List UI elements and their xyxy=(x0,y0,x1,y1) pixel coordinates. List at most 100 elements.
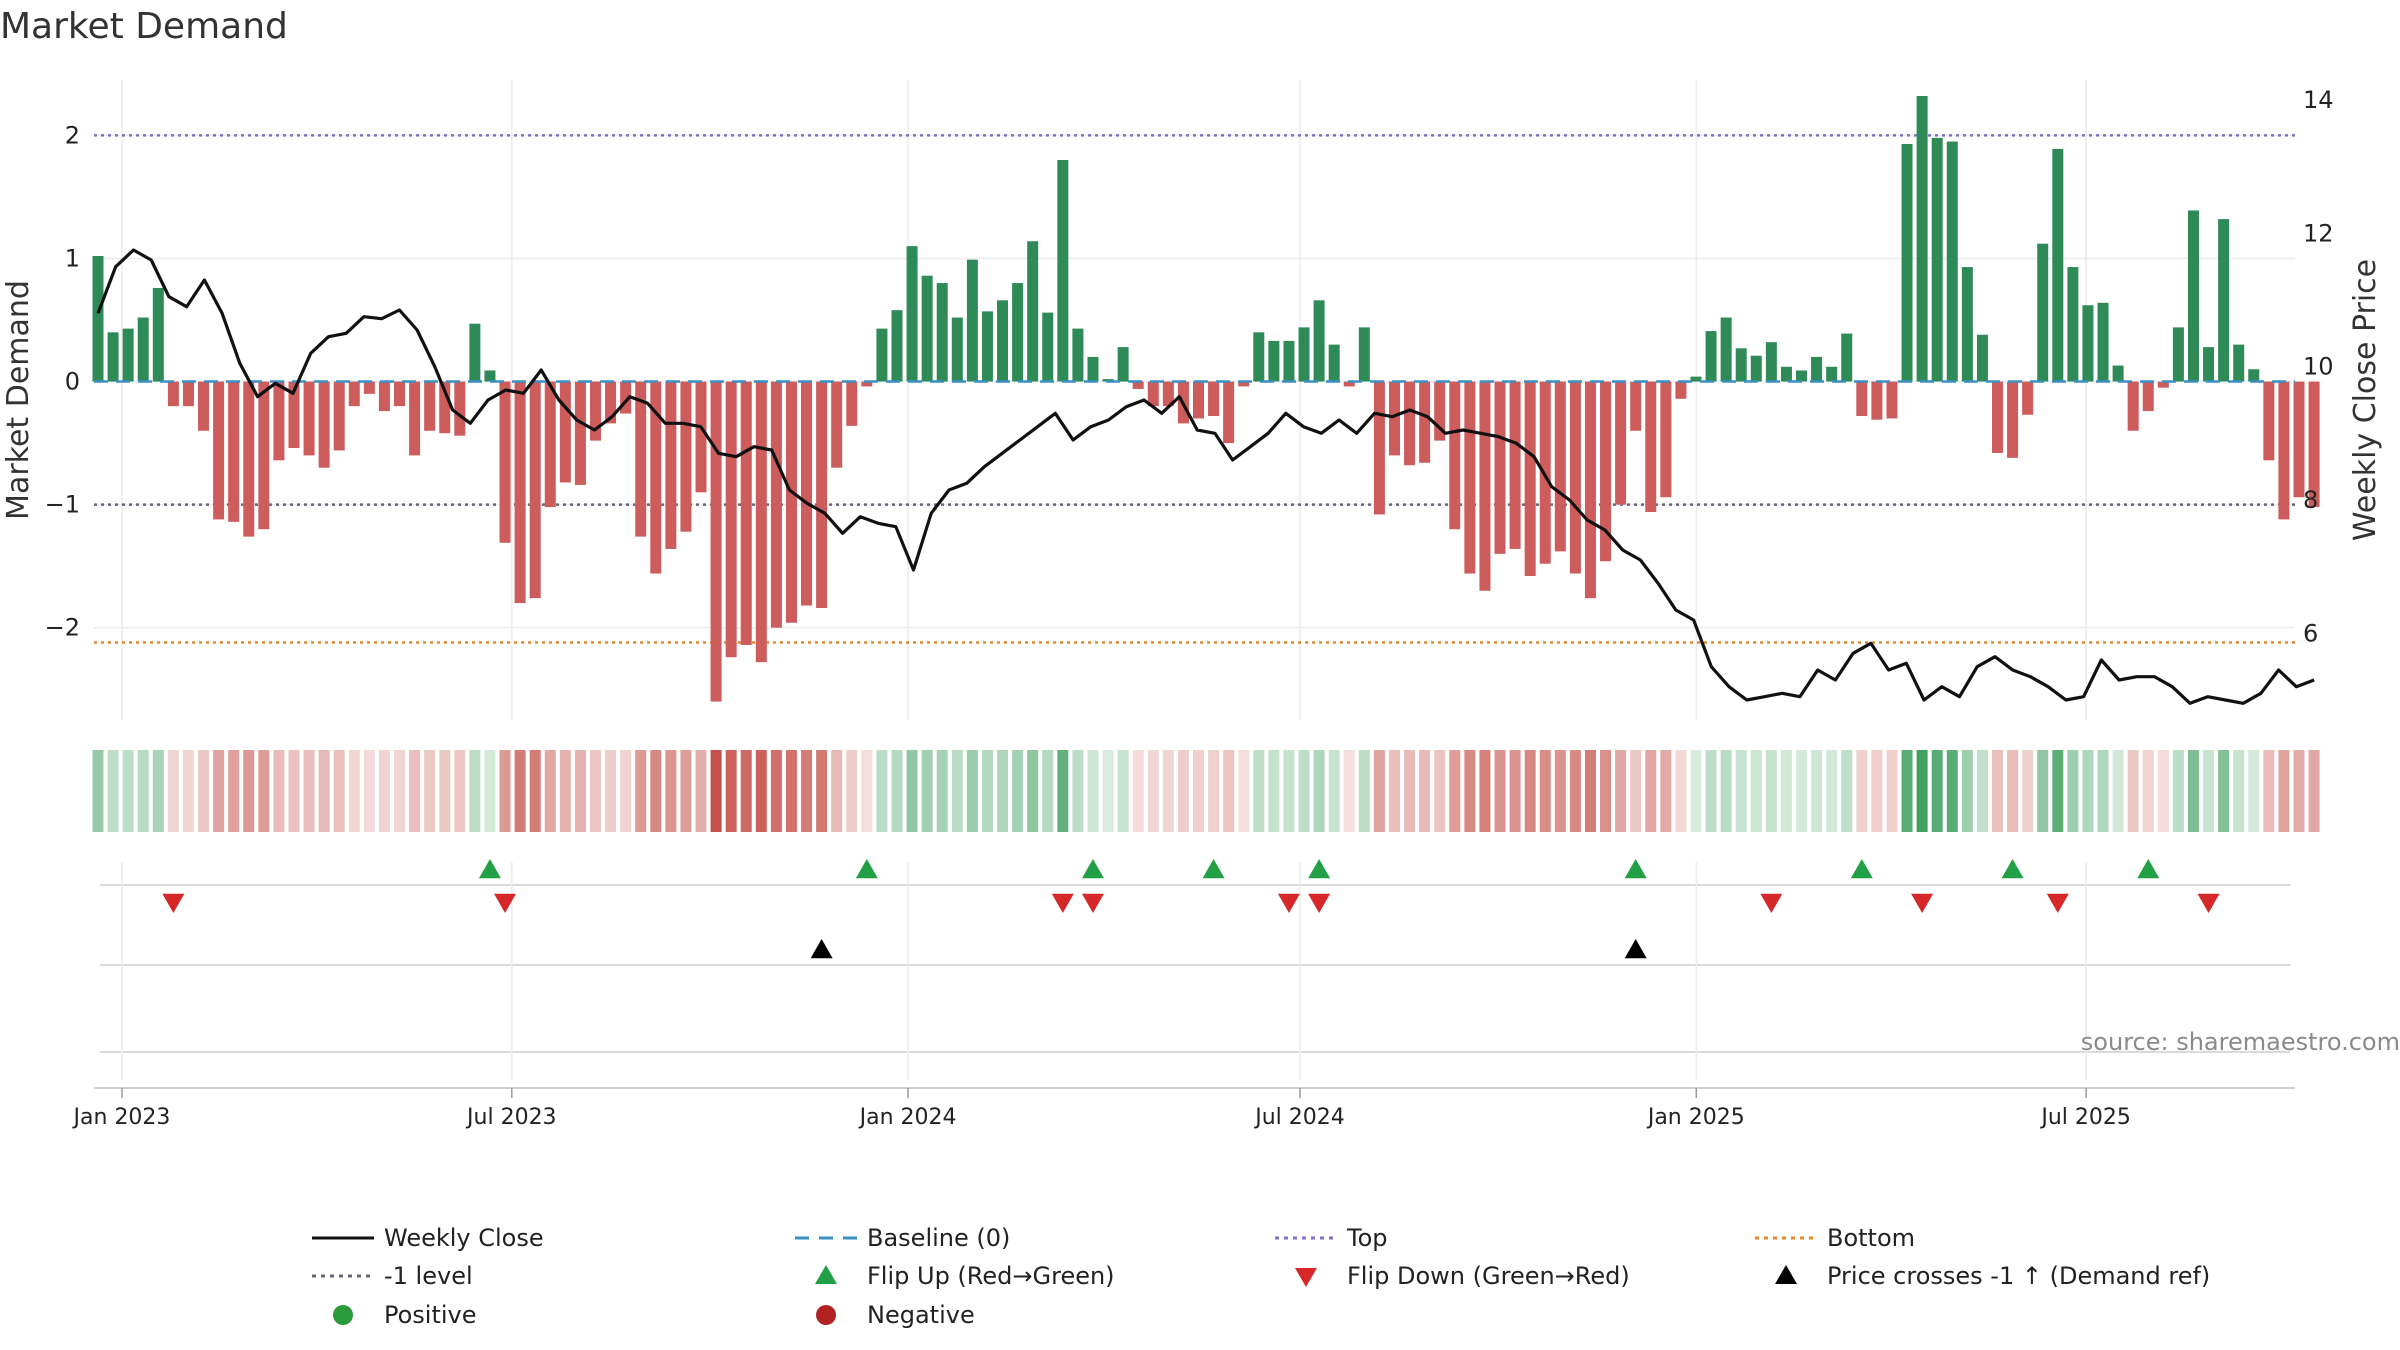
demand-bar xyxy=(1027,241,1039,382)
demand-bar xyxy=(439,381,451,434)
demand-bar xyxy=(921,275,933,382)
heat-cell xyxy=(1494,750,1506,832)
heat-cell xyxy=(454,750,466,832)
demand-bar xyxy=(740,381,752,645)
demand-bar xyxy=(1735,348,1747,382)
heat-cell xyxy=(1705,750,1717,832)
legend-label: Flip Up (Red→Green) xyxy=(867,1262,1115,1290)
demand-bar xyxy=(1087,356,1099,382)
heat-cell xyxy=(650,750,662,832)
demand-bar xyxy=(1238,381,1250,387)
demand-bar xyxy=(2248,369,2260,382)
heat-cell xyxy=(1690,750,1702,832)
heat-cell xyxy=(2007,750,2019,832)
legend-triangle-up-icon xyxy=(1775,1265,1797,1284)
heat-cell xyxy=(167,750,179,832)
heat-cell xyxy=(424,750,436,832)
demand-bar xyxy=(1690,376,1702,382)
demand-bar xyxy=(1645,381,1657,512)
demand-bar xyxy=(1961,267,1973,382)
heat-cell xyxy=(574,750,586,832)
demand-bar xyxy=(514,381,526,604)
heat-cell xyxy=(1313,750,1325,832)
heat-cell xyxy=(484,750,496,832)
demand-bar xyxy=(997,300,1009,382)
heat-cell xyxy=(2142,750,2154,832)
demand-bar xyxy=(1600,381,1612,562)
heat-cell xyxy=(2112,750,2124,832)
heat-cell xyxy=(906,750,918,832)
left-tick-label: 0 xyxy=(65,368,80,396)
demand-bar xyxy=(288,381,300,448)
heat-cell xyxy=(605,750,617,832)
demand-bar xyxy=(650,381,662,574)
heat-cell xyxy=(1976,750,1988,832)
demand-bar xyxy=(1554,381,1566,552)
heat-cell xyxy=(891,750,903,832)
demand-bar xyxy=(318,381,330,468)
demand-bar xyxy=(1916,96,1928,382)
heat-cell xyxy=(1826,750,1838,832)
heat-cell xyxy=(997,750,1009,832)
flip-down-marker xyxy=(1911,893,1934,913)
demand-bar xyxy=(695,381,707,493)
demand-bars xyxy=(92,96,2320,702)
heat-cell xyxy=(1072,750,1084,832)
flip-up-marker xyxy=(478,859,501,879)
heat-cell xyxy=(1961,750,1973,832)
heat-cell xyxy=(1223,750,1235,832)
demand-bar xyxy=(2293,381,2305,498)
heat-cell xyxy=(499,750,511,832)
heat-cell xyxy=(1238,750,1250,832)
right-tick-label: 10 xyxy=(2303,353,2334,381)
demand-bar xyxy=(2308,381,2320,508)
heat-cell xyxy=(137,750,149,832)
demand-bar xyxy=(1223,381,1235,444)
demand-bar xyxy=(2082,305,2094,382)
heat-cell xyxy=(2127,750,2139,832)
demand-bar xyxy=(2142,381,2154,412)
demand-bar xyxy=(605,381,617,424)
heat-cell xyxy=(1162,750,1174,832)
left-tick-label: 1 xyxy=(65,244,80,272)
demand-bar xyxy=(725,381,737,658)
demand-bar xyxy=(1419,381,1431,463)
heat-cell xyxy=(1841,750,1853,832)
chart-title: Market Demand xyxy=(0,6,288,47)
heat-cell xyxy=(1464,750,1476,832)
legend-label: Bottom xyxy=(1827,1224,1915,1252)
heat-cell xyxy=(363,750,375,832)
signal-rows: Jan 2023 Jul 2023 Jan 2024 Jul 2024 Jan 2025… xyxy=(72,859,2295,1130)
demand-bar xyxy=(1991,381,2003,453)
demand-bar xyxy=(1057,160,1069,382)
demand-bar xyxy=(1976,334,1988,382)
legend-circle-icon xyxy=(816,1305,836,1325)
heat-cell xyxy=(1057,750,1069,832)
right-tick-label: 6 xyxy=(2303,619,2318,647)
flip-down-marker xyxy=(2197,893,2220,913)
demand-bar xyxy=(1328,344,1340,382)
heat-cell xyxy=(2187,750,2199,832)
flip-up-marker xyxy=(1081,859,1104,879)
heat-cell xyxy=(1132,750,1144,832)
demand-bar xyxy=(2052,148,2064,382)
heat-cell xyxy=(243,750,255,832)
heat-cell xyxy=(1946,750,1958,832)
right-tick-label: 12 xyxy=(2303,219,2334,247)
demand-bar xyxy=(1358,327,1370,382)
demand-bar xyxy=(198,381,210,431)
demand-bar xyxy=(710,381,722,702)
demand-bar xyxy=(1811,356,1823,382)
heat-cell xyxy=(514,750,526,832)
demand-bar xyxy=(92,256,104,382)
demand-bar xyxy=(1012,283,1024,382)
heat-cell xyxy=(725,750,737,832)
heat-cell xyxy=(831,750,843,832)
demand-bar xyxy=(1434,381,1446,441)
heat-cell xyxy=(2293,750,2305,832)
heat-cell xyxy=(1600,750,1612,832)
heat-cell xyxy=(1630,750,1642,832)
heat-cell xyxy=(1087,750,1099,832)
demand-bar xyxy=(2067,267,2079,382)
